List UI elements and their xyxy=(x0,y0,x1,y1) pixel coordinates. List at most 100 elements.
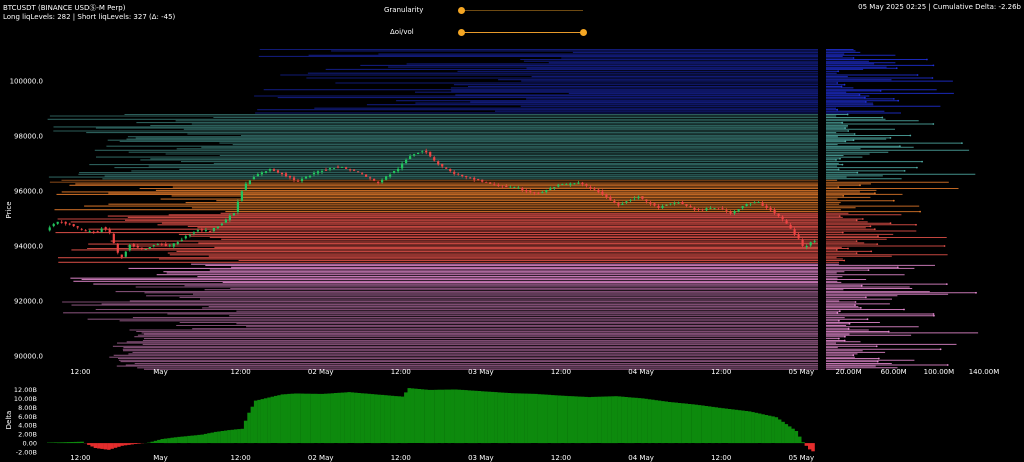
delta-x-tick-label: 12:00 xyxy=(70,454,90,462)
side-histogram-dot xyxy=(866,318,869,321)
delta-bar xyxy=(377,394,381,444)
delta-bar xyxy=(257,399,261,444)
price-candle xyxy=(116,243,119,253)
delta-bar xyxy=(227,430,231,444)
delta-bar xyxy=(784,424,789,444)
delta-bar xyxy=(197,434,201,444)
price-candle xyxy=(737,209,740,212)
delta-bar xyxy=(741,410,745,444)
delta-bar xyxy=(300,393,305,444)
price-candle xyxy=(541,192,544,194)
delta-bar xyxy=(584,396,588,444)
delta-bar xyxy=(657,400,662,443)
price-candle xyxy=(661,205,664,209)
delta-y-tick-label: 0.00 xyxy=(23,440,37,448)
side-histogram-dot xyxy=(931,77,934,79)
price-candle xyxy=(433,157,436,161)
price-candle xyxy=(449,168,452,172)
delta-bar xyxy=(297,393,301,443)
price-candle xyxy=(485,182,488,183)
granularity-label: Granularity xyxy=(384,6,424,14)
delta-bar xyxy=(280,394,285,444)
delta-oi-vol-slider-handle-min[interactable] xyxy=(458,29,465,36)
side-histogram-dot xyxy=(841,121,844,124)
side-histogram-dot xyxy=(876,243,879,246)
price-candle xyxy=(220,223,223,226)
side-histogram-dot xyxy=(835,249,838,251)
delta-bar xyxy=(173,437,178,444)
price-candle xyxy=(80,228,83,230)
granularity-slider[interactable] xyxy=(458,7,583,14)
delta-bar xyxy=(510,393,515,444)
price-candle xyxy=(489,182,492,184)
delta-bar xyxy=(711,406,715,444)
delta-bar xyxy=(484,391,488,444)
delta-bar xyxy=(287,393,291,443)
side-histogram-dot xyxy=(860,284,863,287)
delta-bar xyxy=(811,443,815,452)
price-candle xyxy=(132,244,135,247)
price-candle xyxy=(741,206,744,209)
delta-bar xyxy=(230,429,235,444)
granularity-slider-track[interactable] xyxy=(461,10,583,11)
side-histogram-x-axis: 20.00M 60.00M 100.00M 140.00M xyxy=(836,368,1000,376)
price-x-tick-label: 12:00 xyxy=(231,368,251,376)
side-histogram-dot xyxy=(926,58,928,61)
price-candle xyxy=(657,205,660,208)
side-histogram-dot xyxy=(877,235,879,238)
delta-bar xyxy=(67,442,71,444)
delta-oi-vol-slider-handle-max[interactable] xyxy=(580,29,587,36)
side-histogram-dot xyxy=(846,113,849,116)
delta-oi-vol-slider-track[interactable] xyxy=(461,32,583,33)
delta-bar xyxy=(294,393,298,444)
side-histogram-dot xyxy=(861,218,864,220)
granularity-slider-handle[interactable] xyxy=(458,7,465,14)
price-candle xyxy=(316,171,320,174)
delta-bar xyxy=(327,393,331,444)
side-histogram-dot xyxy=(844,127,846,129)
price-x-tick-label: 12:00 xyxy=(711,368,731,376)
price-candle xyxy=(88,231,91,232)
delta-bar xyxy=(367,393,371,443)
delta-bar xyxy=(93,443,98,448)
price-candle xyxy=(349,169,352,171)
side-histogram-dot xyxy=(897,99,900,102)
delta-bar xyxy=(70,442,74,444)
price-candle xyxy=(497,185,500,186)
delta-oi-vol-slider[interactable] xyxy=(458,29,587,36)
price-candle xyxy=(124,251,127,257)
side-histogram-dot xyxy=(932,313,935,315)
price-candle xyxy=(645,199,648,202)
delta-bar xyxy=(514,393,518,444)
delta-bar xyxy=(794,431,799,444)
delta-bar xyxy=(621,396,625,443)
price-candle xyxy=(328,168,332,170)
price-candle xyxy=(272,169,276,171)
side-histogram-dot xyxy=(840,85,843,88)
delta-bar xyxy=(190,435,194,444)
price-y-tick-label: 92000.0 xyxy=(14,298,43,306)
delta-bar xyxy=(304,393,308,444)
price-candle xyxy=(785,220,788,224)
price-candle xyxy=(733,211,736,214)
side-histogram-dot xyxy=(879,90,882,92)
delta-bar xyxy=(307,393,311,444)
price-candle xyxy=(248,180,251,185)
price-candle xyxy=(216,226,219,229)
price-candle xyxy=(781,216,784,220)
side-histogram-dot xyxy=(837,337,840,340)
side-histogram-dot xyxy=(943,245,946,247)
delta-bar xyxy=(100,443,104,449)
price-candle xyxy=(749,203,752,205)
delta-bar xyxy=(417,389,421,443)
price-candle xyxy=(184,236,187,239)
side-histogram-dot xyxy=(909,134,912,137)
delta-bar xyxy=(253,400,258,443)
liquidation-side-histogram xyxy=(826,49,979,370)
delta-bar xyxy=(464,390,468,443)
price-candle xyxy=(381,179,384,183)
delta-bar xyxy=(681,403,685,444)
price-candle xyxy=(617,203,620,206)
side-histogram-dot xyxy=(916,74,919,76)
price-candle xyxy=(677,202,680,204)
